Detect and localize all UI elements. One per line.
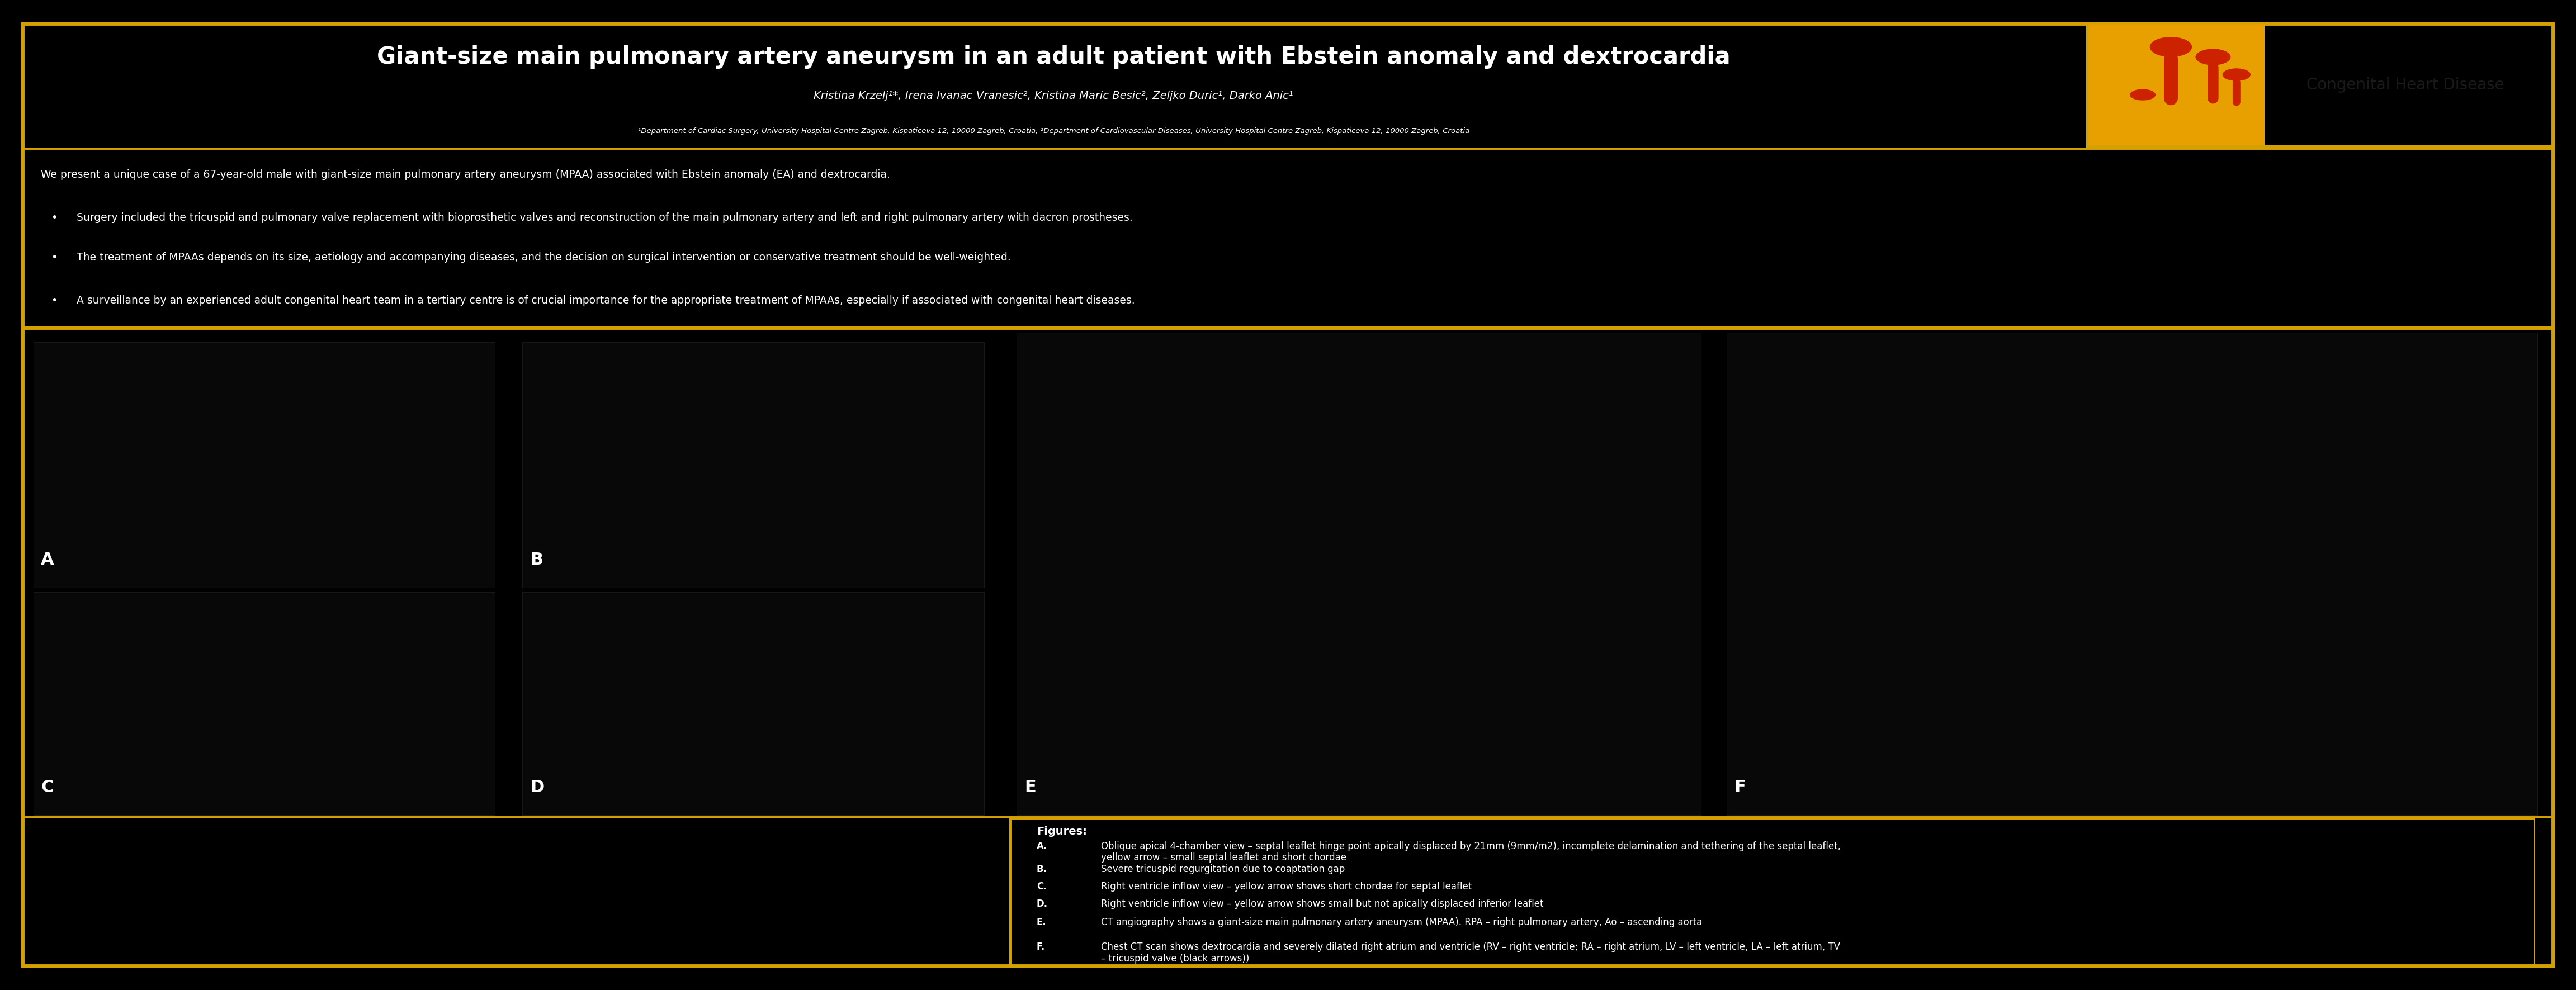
Text: •: •	[52, 295, 57, 306]
Ellipse shape	[2130, 89, 2156, 100]
Text: The treatment of MPAAs depends on its size, aetiology and accompanying diseases,: The treatment of MPAAs depends on its si…	[77, 251, 1010, 262]
Text: C.: C.	[1036, 882, 1046, 892]
Text: Giant-size main pulmonary artery aneurysm in an adult patient with Ebstein anoma: Giant-size main pulmonary artery aneurys…	[376, 46, 1731, 68]
Text: E: E	[1025, 779, 1036, 796]
Text: Kristina Krzelj¹*, Irena Ivanac Vranesic², Kristina Maric Besic², Zeljko Duric¹,: Kristina Krzelj¹*, Irena Ivanac Vranesic…	[814, 91, 1293, 101]
Ellipse shape	[2151, 37, 2192, 57]
Text: •: •	[52, 251, 57, 262]
Text: Congenital Heart Disease: Congenital Heart Disease	[2306, 77, 2504, 92]
Bar	[1018, 333, 1700, 816]
Bar	[1726, 333, 2537, 816]
Bar	[33, 343, 495, 587]
Ellipse shape	[2223, 68, 2251, 81]
Text: Oblique apical 4-chamber view – septal leaflet hinge point apically displaced by: Oblique apical 4-chamber view – septal l…	[1100, 841, 1839, 862]
Bar	[2087, 22, 2264, 148]
Text: E.: E.	[1036, 917, 1046, 927]
Text: F: F	[1734, 779, 1747, 796]
Text: Right ventricle inflow view – yellow arrow shows small but not apically displace: Right ventricle inflow view – yellow arr…	[1100, 899, 1543, 909]
Text: •: •	[52, 213, 57, 223]
Text: ¹Department of Cardiac Surgery, University Hospital Centre Zagreb, Kispaticeva 1: ¹Department of Cardiac Surgery, Universi…	[639, 128, 1468, 135]
Text: Chest CT scan shows dextrocardia and severely dilated right atrium and ventricle: Chest CT scan shows dextrocardia and sev…	[1100, 941, 1839, 963]
Text: B: B	[531, 551, 544, 567]
Text: Figures:: Figures:	[1036, 826, 1087, 837]
Text: We present a unique case of a 67-year-old male with giant-size main pulmonary ar: We present a unique case of a 67-year-ol…	[41, 169, 891, 180]
Text: A.: A.	[1036, 841, 1048, 851]
Ellipse shape	[2195, 49, 2231, 65]
Text: D.: D.	[1036, 899, 1048, 909]
Text: B.: B.	[1036, 864, 1048, 874]
Bar	[33, 592, 495, 816]
Text: CT angiography shows a giant-size main pulmonary artery aneurysm (MPAA). RPA – r: CT angiography shows a giant-size main p…	[1100, 917, 1703, 927]
Bar	[523, 592, 984, 816]
Text: F.: F.	[1036, 941, 1046, 952]
Text: Surgery included the tricuspid and pulmonary valve replacement with bioprostheti: Surgery included the tricuspid and pulmo…	[77, 213, 1133, 223]
Bar	[523, 343, 984, 587]
Text: D: D	[531, 779, 544, 796]
Text: A surveillance by an experienced adult congenital heart team in a tertiary centr: A surveillance by an experienced adult c…	[77, 295, 1133, 306]
Text: A: A	[41, 551, 54, 567]
Text: C: C	[41, 779, 54, 796]
Text: Right ventricle inflow view – yellow arrow shows short chordae for septal leafle: Right ventricle inflow view – yellow arr…	[1100, 882, 1471, 892]
Text: Severe tricuspid regurgitation due to coaptation gap: Severe tricuspid regurgitation due to co…	[1100, 864, 1345, 874]
